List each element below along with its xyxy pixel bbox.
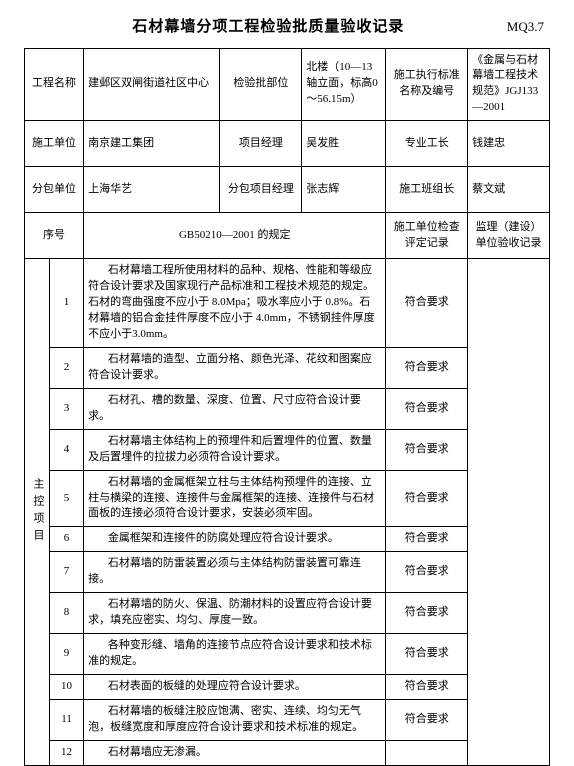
label-standard: 施工执行标准名称及编号 (386, 48, 468, 121)
item-text: 石材幕墙应无渗漏。 (84, 740, 386, 765)
item-num: 4 (50, 429, 84, 470)
title-row: 石材幕墙分项工程检验批质量验收记录 MQ3.7 (24, 18, 550, 38)
label-sub-pm: 分包项目经理 (220, 167, 302, 213)
value-sub-pm: 张志辉 (302, 167, 386, 213)
item-text: 石材幕墙主体结构上的预埋件和后置埋件的位置、数量及后置埋件的拉拔力必须符合设计要… (84, 429, 386, 470)
col-check: 施工单位检查评定记录 (386, 213, 468, 259)
label-batch-location: 检验批部位 (220, 48, 302, 121)
item-num: 6 (50, 527, 84, 552)
item-num: 11 (50, 699, 84, 740)
item-num: 12 (50, 740, 84, 765)
label-pm: 项目经理 (220, 121, 302, 167)
value-sub-unit: 上海华艺 (84, 167, 220, 213)
label-foreman: 专业工长 (386, 121, 468, 167)
item-result: 符合要求 (386, 593, 468, 634)
value-batch-location: 北楼（10—13轴立面，标高0～56.15m） (302, 48, 386, 121)
value-project-name: 建邺区双闸街道社区中心 (84, 48, 220, 121)
item-result: 符合要求 (386, 527, 468, 552)
supervision-cell (468, 259, 550, 765)
header-row-3: 分包单位 上海华艺 分包项目经理 张志辉 施工班组长 蔡文斌 (25, 167, 550, 213)
item-num: 1 (50, 259, 84, 348)
label-project-name: 工程名称 (25, 48, 84, 121)
item-result: 符合要求 (386, 699, 468, 740)
label-construction-unit: 施工单位 (25, 121, 84, 167)
item-num: 5 (50, 470, 84, 527)
label-team-leader: 施工班组长 (386, 167, 468, 213)
item-text: 石材幕墙的板缝注胶应饱满、密实、连续、均匀无气泡，板缝宽度和厚度应符合设计要求和… (84, 699, 386, 740)
doc-title: 石材幕墙分项工程检验批质量验收记录 (30, 18, 507, 38)
item-result: 符合要求 (386, 259, 468, 348)
item-num: 3 (50, 388, 84, 429)
item-row: 主控项目 1 石材幕墙工程所使用材料的品种、规格、性能和等级应符合设计要求及国家… (25, 259, 550, 348)
header-row-2: 施工单位 南京建工集团 项目经理 吴发胜 专业工长 钱建忠 (25, 121, 550, 167)
item-text: 石材幕墙的防雷装置必须与主体结构防雷装置可靠连接。 (84, 552, 386, 593)
value-pm: 吴发胜 (302, 121, 386, 167)
item-num: 7 (50, 552, 84, 593)
value-foreman: 钱建忠 (468, 121, 550, 167)
item-num: 2 (50, 347, 84, 388)
item-num: 10 (50, 674, 84, 699)
item-result: 符合要求 (386, 552, 468, 593)
item-num: 9 (50, 634, 84, 675)
item-text: 石材幕墙的造型、立面分格、颜色光泽、花纹和图案应符合设计要求。 (84, 347, 386, 388)
item-result: 符合要求 (386, 470, 468, 527)
header-row-1: 工程名称 建邺区双闸街道社区中心 检验批部位 北楼（10—13轴立面，标高0～5… (25, 48, 550, 121)
record-table: 工程名称 建邺区双闸街道社区中心 检验批部位 北楼（10—13轴立面，标高0～5… (24, 48, 550, 766)
item-result: 符合要求 (386, 347, 468, 388)
item-result: 符合要求 (386, 429, 468, 470)
col-rule: GB50210—2001 的规定 (84, 213, 386, 259)
item-result: 符合要求 (386, 388, 468, 429)
item-result: 符合要求 (386, 674, 468, 699)
item-num: 8 (50, 593, 84, 634)
item-text: 各种变形缝、墙角的连接节点应符合设计要求和技术标准的规定。 (84, 634, 386, 675)
item-text: 石材幕墙工程所使用材料的品种、规格、性能和等级应符合设计要求及国家现行产品标准和… (84, 259, 386, 348)
item-result: 符合要求 (386, 634, 468, 675)
label-sub-unit: 分包单位 (25, 167, 84, 213)
value-team-leader: 蔡文斌 (468, 167, 550, 213)
item-text: 石材幕墙的防火、保温、防潮材料的设置应符合设计要求，填充应密实、均匀、厚度一致。 (84, 593, 386, 634)
value-standard: 《金属与石材幕墙工程技术规范》JGJ133—2001 (468, 48, 550, 121)
item-text: 石材幕墙的金属框架立柱与主体结构预埋件的连接、立柱与横梁的连接、连接件与金属框架… (84, 470, 386, 527)
value-construction-unit: 南京建工集团 (84, 121, 220, 167)
section-label: 主控项目 (25, 259, 50, 765)
item-text: 石材孔、槽的数量、深度、位置、尺寸应符合设计要求。 (84, 388, 386, 429)
item-text: 石材表面的板缝的处理应符合设计要求。 (84, 674, 386, 699)
item-result (386, 740, 468, 765)
doc-code: MQ3.7 (507, 19, 544, 36)
item-text: 金属框架和连接件的防腐处理应符合设计要求。 (84, 527, 386, 552)
col-supervise: 监理（建设）单位验收记录 (468, 213, 550, 259)
col-seq: 序号 (25, 213, 84, 259)
header-row-4: 序号 GB50210—2001 的规定 施工单位检查评定记录 监理（建设）单位验… (25, 213, 550, 259)
